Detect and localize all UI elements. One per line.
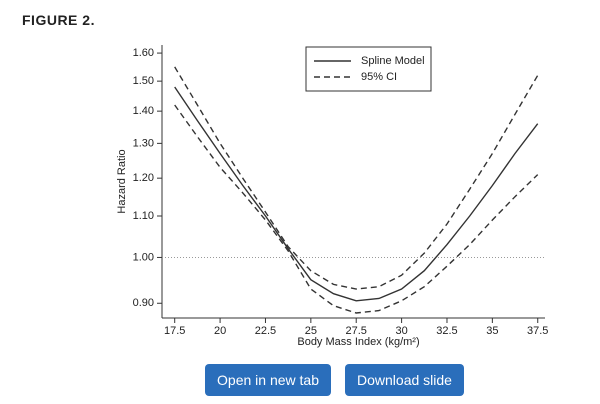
y-tick-label: 1.10 (133, 210, 154, 222)
legend-label: Spline Model (361, 55, 425, 67)
x-tick-label: 25 (305, 325, 317, 337)
x-tick-label: 35 (486, 325, 498, 337)
figure-header: FIGURE 2. (22, 12, 95, 28)
y-tick-label: 1.00 (133, 251, 154, 263)
series-line (174, 66, 539, 290)
x-tick-label: 17.5 (164, 325, 185, 337)
x-tick-label: 30 (395, 325, 407, 337)
series-line (174, 86, 539, 302)
legend-box (305, 46, 432, 92)
y-tick-label: 1.60 (133, 47, 154, 59)
y-tick-label: 1.20 (133, 172, 154, 184)
series-line (174, 104, 539, 314)
y-tick-label: 0.90 (133, 297, 154, 309)
x-tick-label: 32.5 (436, 325, 457, 337)
download-button[interactable]: Download slide (345, 364, 464, 396)
x-axis-label: Body Mass Index (kg/m²) (297, 336, 419, 348)
chart: 0.90 1.00 1.10 1.20 1.30 1.40 1.50 1.60 17.5 20 22… (116, 45, 548, 348)
x-tick-label: 20 (214, 325, 226, 337)
y-tick-label: 1.40 (133, 105, 154, 117)
x-tick-label: 37.5 (527, 325, 548, 337)
y-tick-label: 1.50 (133, 75, 154, 87)
y-axis-label: Hazard Ratio (116, 149, 128, 213)
legend-label: 95% CI (361, 71, 397, 83)
y-tick-label: 1.30 (133, 137, 154, 149)
x-tick-label: 27.5 (346, 325, 367, 337)
x-tick-label: 22.5 (255, 325, 276, 337)
open-button[interactable]: Open in new tab (205, 364, 331, 396)
